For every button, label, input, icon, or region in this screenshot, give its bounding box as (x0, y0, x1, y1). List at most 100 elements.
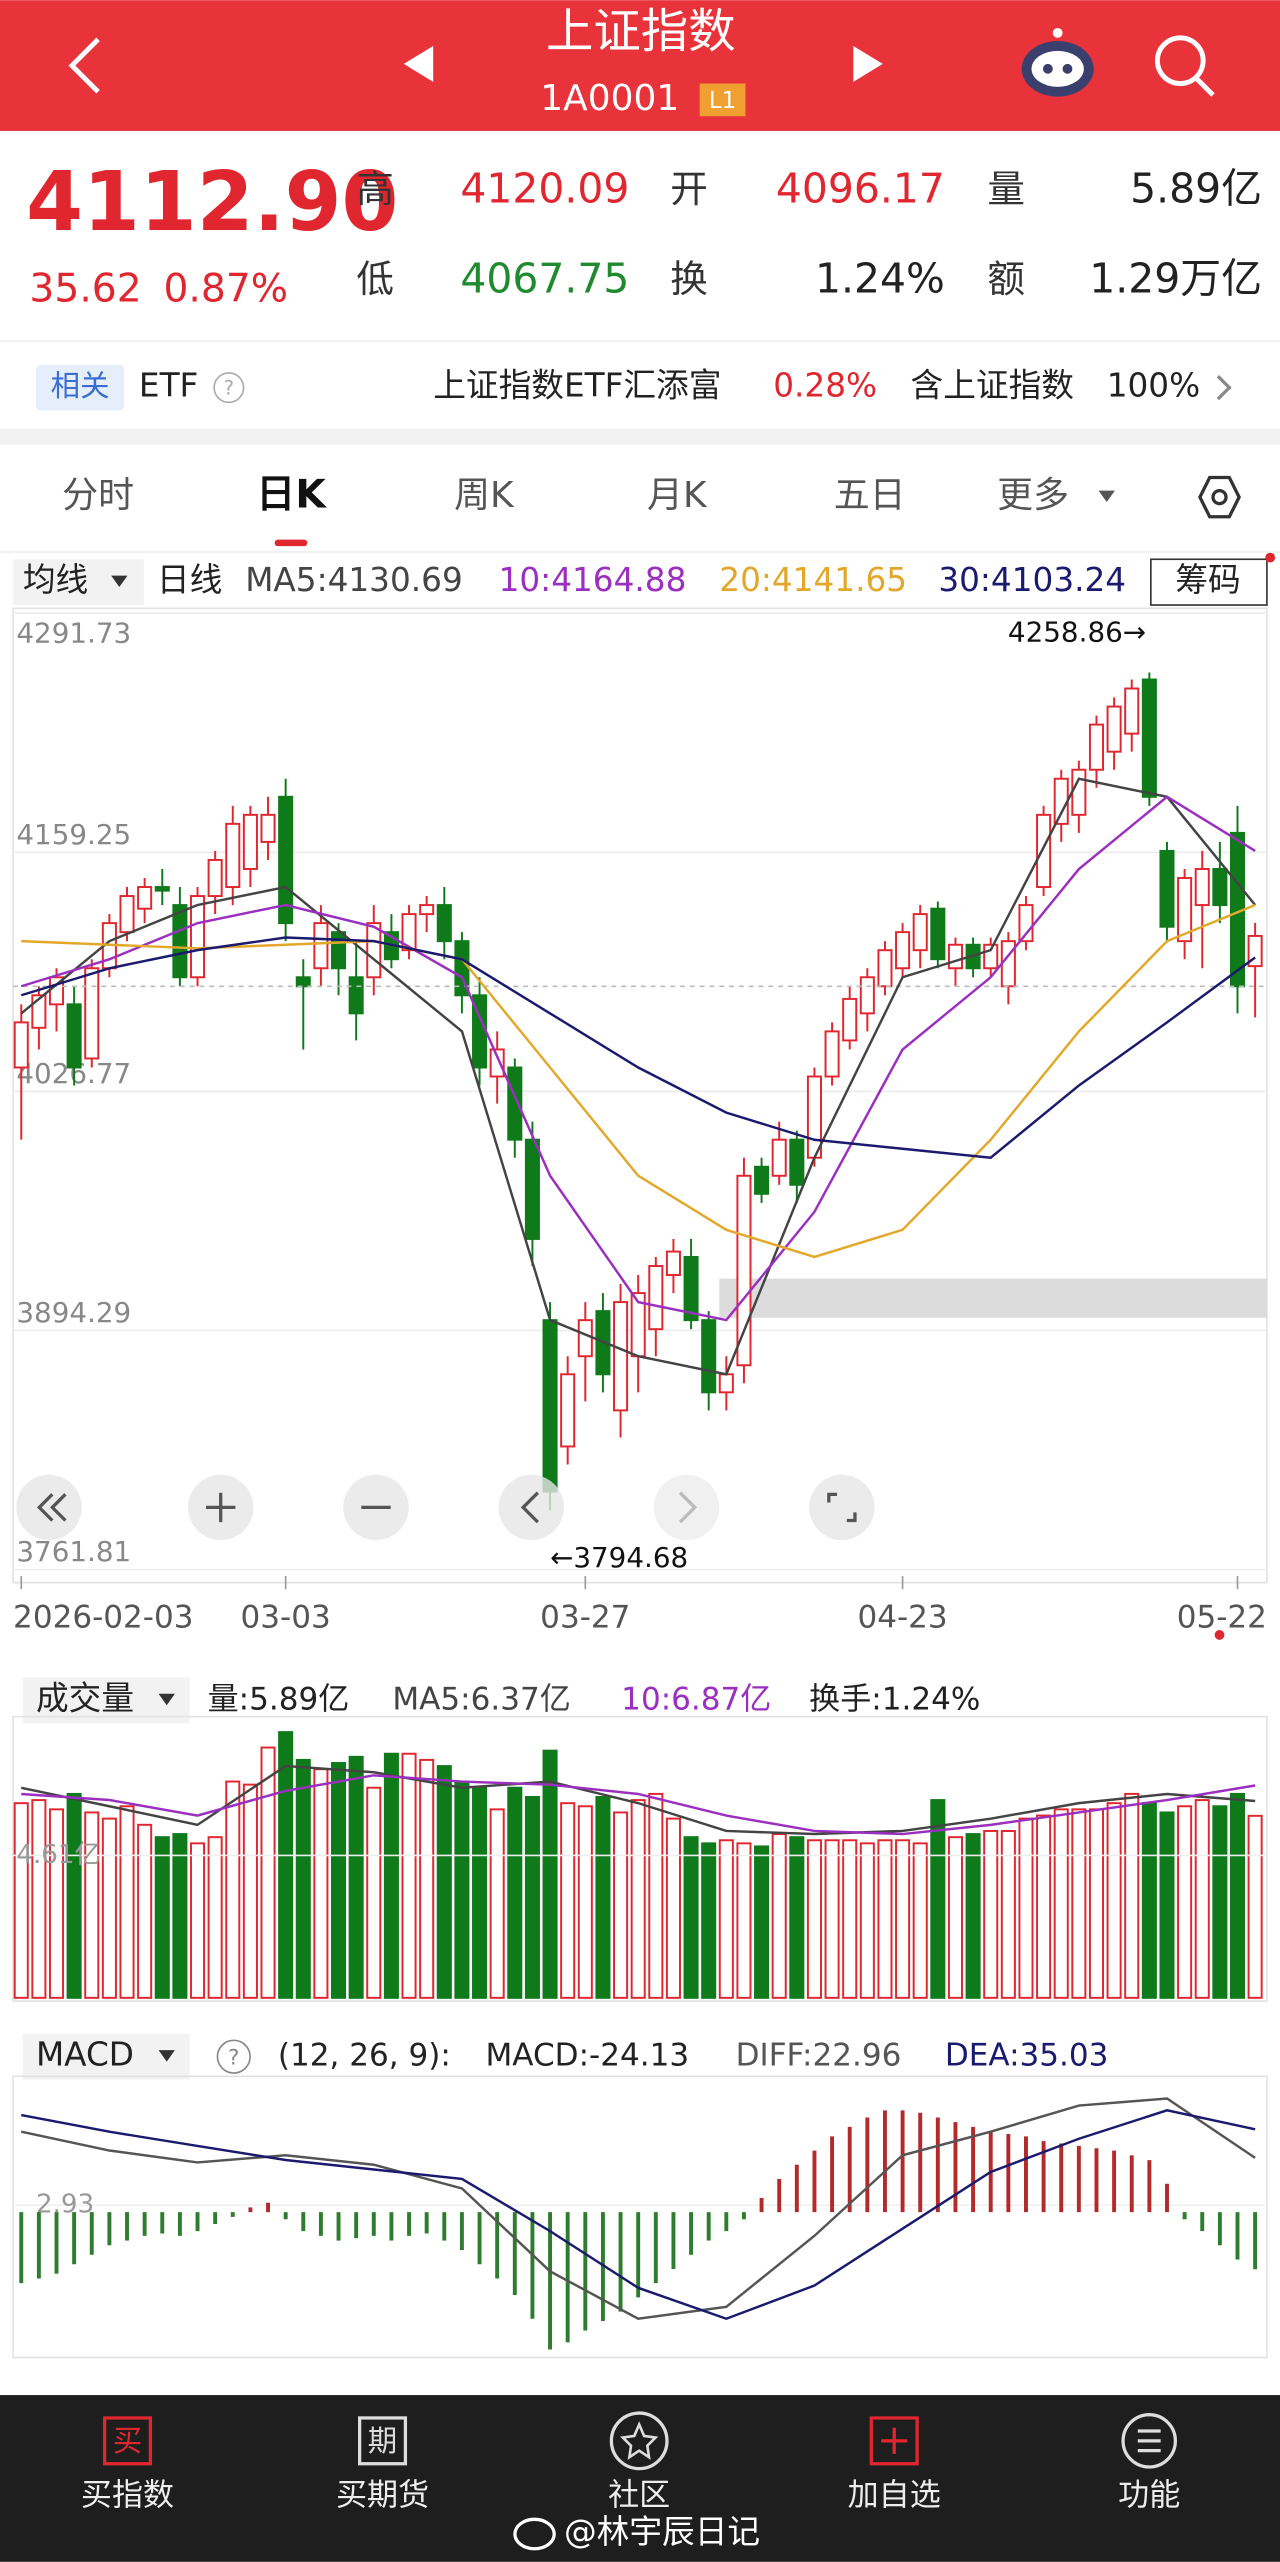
ma-selector-text: 均线 (23, 561, 88, 599)
nav-label[interactable]: 加自选 (848, 2477, 941, 2513)
index-code: 1A0001 (540, 78, 679, 119)
etf-label: ETF (139, 367, 198, 405)
candle-body (1194, 868, 1210, 907)
stat-value: 4096.17 (776, 164, 945, 212)
nav-icon (1121, 2413, 1178, 2469)
prev-button[interactable] (403, 45, 434, 82)
volume-bar (577, 1805, 593, 1999)
tab[interactable]: 分时 (62, 475, 134, 516)
tab[interactable]: 更多 (997, 475, 1069, 516)
candle-body (331, 931, 347, 970)
back-button[interactable] (68, 37, 100, 94)
info-icon-glyph: ? (224, 377, 234, 400)
settings-icon[interactable] (1198, 475, 1241, 519)
price-change: 35.62 (29, 267, 141, 312)
max-label: 4258.86→ (1008, 615, 1146, 648)
volume-current: 量:5.89亿 (208, 1681, 350, 1717)
dropdown-caret (111, 575, 128, 588)
nav-label[interactable]: 买指数 (81, 2477, 174, 2513)
volume-bar (718, 1839, 734, 1999)
x-tick-label: 04-23 (857, 1600, 947, 1636)
candle-body (313, 922, 329, 970)
latest-dot (1214, 1630, 1225, 1640)
candle-body (1212, 868, 1228, 907)
zoom-button[interactable] (653, 1474, 720, 1541)
legend-entry: MA5:6.37亿 (392, 1681, 570, 1717)
series-line (20, 777, 1257, 1376)
stat-label: 量 (987, 167, 1025, 211)
volume-chart: 4.61亿 (13, 1731, 1267, 1999)
candle-body (577, 1319, 593, 1358)
volume-bar (331, 1762, 347, 1999)
candle-body (137, 886, 153, 910)
candle-body (295, 976, 311, 988)
stat-label: 开 (670, 167, 708, 211)
candle-body (1018, 904, 1034, 943)
candle-body (1177, 877, 1193, 943)
legend-entry: DEA:35.03 (945, 2038, 1109, 2074)
volume-bar (665, 1817, 681, 1999)
zoom-controls (16, 1474, 875, 1541)
zoom-icon (205, 1492, 236, 1523)
zoom-button[interactable] (498, 1474, 564, 1541)
candle-body (542, 1319, 558, 1493)
tab[interactable]: 周K (454, 475, 515, 516)
macd-title: MACD (36, 2036, 134, 2074)
volume-bar (189, 1842, 206, 1999)
dropdown-caret (158, 2050, 175, 2062)
candle-body (736, 1174, 752, 1367)
volume-selector[interactable] (22, 1677, 190, 1724)
volume-bar (13, 1802, 29, 1999)
etf-name[interactable]: 上证指数ETF汇添富 (433, 367, 721, 405)
volume-bar (1088, 1808, 1105, 1999)
volume-bar (278, 1731, 294, 1999)
volume-bar (436, 1765, 452, 1999)
nav-label[interactable]: 功能 (1118, 2477, 1180, 2513)
zoom-button[interactable] (809, 1474, 875, 1541)
candle-body (1036, 813, 1052, 889)
nav-label[interactable]: 买期货 (336, 2477, 429, 2513)
robot-icon[interactable] (1021, 27, 1094, 97)
tab[interactable]: 月K (647, 475, 708, 516)
series-line (20, 2097, 1256, 2321)
etf-holding-label: 含上证指数 (911, 367, 1074, 405)
volume-bar (207, 1836, 223, 1999)
next-button[interactable] (853, 45, 883, 82)
volume-bar (912, 1842, 928, 1999)
candle-body (119, 895, 135, 934)
related-tag (35, 364, 125, 411)
dropdown-caret (158, 1693, 175, 1706)
chip-button-text: 筹码 (1175, 561, 1240, 599)
tab[interactable]: 五日 (834, 475, 906, 516)
watermark: @林宇辰日记 (564, 2513, 760, 2551)
search-icon[interactable] (1154, 35, 1215, 97)
candle-body (1000, 940, 1016, 988)
volume-bar (1000, 1830, 1016, 1999)
volume-bar (947, 1836, 963, 1999)
volume-bar (137, 1823, 153, 1999)
tab-indicator (274, 539, 308, 547)
info-icon[interactable] (213, 372, 245, 404)
tab[interactable]: 日K (256, 473, 327, 518)
nav-label[interactable]: 社区 (608, 2477, 670, 2513)
zoom-button[interactable] (16, 1474, 82, 1541)
volume-bar (119, 1805, 135, 1999)
chevron[interactable] (1216, 375, 1232, 401)
candle-body (278, 795, 294, 925)
volume-bar (419, 1758, 435, 1999)
info-icon[interactable] (216, 2039, 251, 2074)
macd-selector[interactable] (22, 2033, 190, 2080)
candle-body (877, 949, 893, 988)
chip-button[interactable] (1150, 558, 1268, 606)
divider (0, 551, 1280, 553)
level-badge-text: L1 (709, 88, 736, 114)
volume-bar (1071, 1808, 1087, 1999)
volume-bar (489, 1808, 505, 1999)
series-line (21, 2109, 1256, 2321)
stat-label: 换 (670, 257, 708, 301)
volume-bar (595, 1796, 611, 1999)
volume-bar (524, 1796, 540, 1999)
volume-bar (295, 1758, 311, 1999)
volume-bar (560, 1802, 576, 1999)
